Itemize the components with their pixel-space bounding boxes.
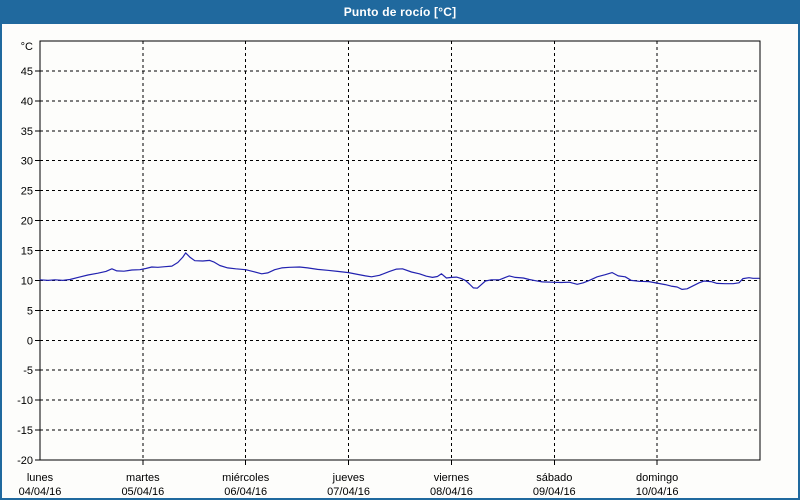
y-axis-label: -5 <box>23 365 33 377</box>
x-axis-date-label: 05/04/16 <box>121 486 164 498</box>
y-axis-label: 30 <box>21 156 33 168</box>
plot-border <box>39 40 761 461</box>
y-axis-label: -20 <box>17 455 33 467</box>
x-axis-day-label: jueves <box>332 472 365 484</box>
x-axis-date-label: 08/04/16 <box>430 486 473 498</box>
y-axis-label: 0 <box>27 335 33 347</box>
x-axis-day-label: lunes <box>27 472 54 484</box>
x-axis-day-label: sábado <box>536 472 572 484</box>
x-axis-date-label: 06/04/16 <box>224 486 267 498</box>
y-axis-label: 40 <box>21 96 33 108</box>
dew-point-line <box>39 252 760 290</box>
x-axis-date-label: 10/04/16 <box>636 486 679 498</box>
y-axis-label: 45 <box>21 66 33 78</box>
y-axis-label: 5 <box>27 305 33 317</box>
x-axis-day-label: viernes <box>434 472 470 484</box>
y-axis-label: -10 <box>17 395 33 407</box>
y-axis-label: 25 <box>21 186 33 198</box>
x-axis-date-label: 09/04/16 <box>533 486 576 498</box>
y-axis-label: 35 <box>21 126 33 138</box>
y-axis-label: 10 <box>21 275 33 287</box>
x-axis-day-label: martes <box>126 472 160 484</box>
title-bar: Punto de rocío [°C] <box>0 0 800 24</box>
x-axis-date-label: 07/04/16 <box>327 486 370 498</box>
y-axis-unit-label: °C <box>21 41 33 53</box>
y-axis-label: 15 <box>21 246 33 258</box>
y-axis-label: -15 <box>17 425 33 437</box>
x-axis-date-label: 04/04/16 <box>19 486 62 498</box>
window-title: Punto de rocío [°C] <box>343 5 457 19</box>
x-axis-day-label: domingo <box>636 472 678 484</box>
y-axis-label: 20 <box>21 216 33 228</box>
x-axis-day-label: miércoles <box>222 472 270 484</box>
